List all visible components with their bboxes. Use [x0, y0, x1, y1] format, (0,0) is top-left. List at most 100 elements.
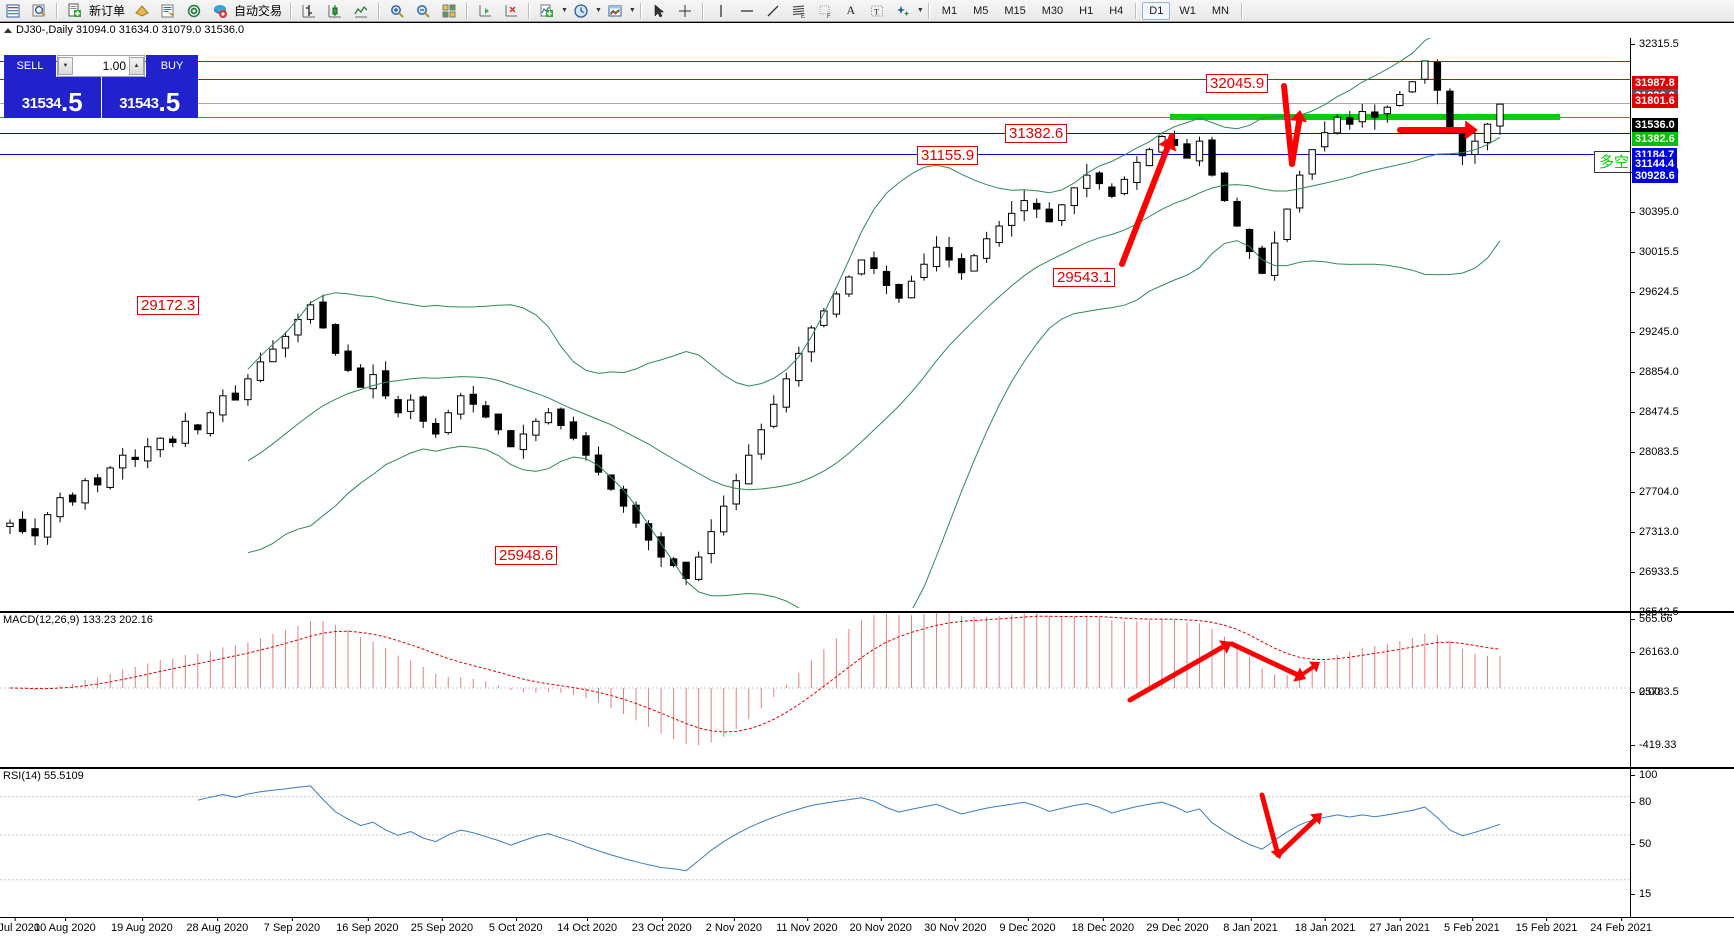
terminal-icon[interactable] — [1, 0, 25, 22]
collapse-triangle-icon[interactable] — [4, 27, 12, 33]
templates-dropdown[interactable]: ▼ ▼ — [594, 0, 636, 22]
tile-windows-icon[interactable] — [437, 0, 461, 22]
line-chart-icon[interactable] — [349, 0, 373, 22]
support-line-30928[interactable] — [0, 154, 1630, 155]
timeframe-m15[interactable]: M15 — [1004, 4, 1026, 17]
timeframe-mn[interactable]: MN — [1211, 4, 1229, 17]
text-label-icon[interactable]: T — [865, 0, 889, 22]
candlestick-chart-icon[interactable] — [323, 0, 347, 22]
timeframe-h4[interactable]: H4 — [1109, 4, 1124, 17]
chevron-down-icon-2[interactable]: ▼ — [594, 7, 602, 14]
horizontal-line-icon[interactable] — [735, 0, 759, 22]
zoom-in-icon[interactable] — [385, 0, 409, 22]
annotation-25948[interactable]: 25948.6 — [495, 546, 558, 565]
price-tag[interactable]: 31144.4 — [1632, 157, 1678, 171]
price-tag[interactable]: 31382.6 — [1632, 132, 1678, 146]
candlestick — [444, 409, 452, 435]
price-tag[interactable]: 31987.8 — [1632, 76, 1678, 90]
null[interactable] — [1127, 641, 1231, 703]
timeframe-m30[interactable]: M30 — [1041, 4, 1064, 17]
chevron-down-icon[interactable]: ▼ — [561, 7, 568, 14]
crosshair-icon[interactable] — [673, 0, 697, 22]
volume-value[interactable]: 1.00 — [102, 59, 126, 73]
resistance-line-31801[interactable] — [0, 79, 1630, 80]
indicators-icon[interactable] — [535, 0, 559, 22]
annotation-31155[interactable]: 31155.9 — [917, 146, 979, 165]
trend-arrow-head-right[interactable] — [1465, 120, 1478, 140]
period-icon[interactable] — [569, 0, 593, 22]
undefined[interactable] — [1119, 133, 1175, 267]
sell-button[interactable]: SELL — [4, 55, 56, 77]
macd-arrow-head-up[interactable] — [1219, 640, 1232, 654]
volume-stepper[interactable]: ▼ 1.00 ▲ — [57, 55, 145, 77]
green-thick-level[interactable] — [1170, 114, 1560, 120]
rsi-plot-area[interactable] — [0, 769, 1630, 919]
metaeditor-icon[interactable] — [156, 0, 180, 22]
price-tag[interactable]: 30928.6 — [1632, 169, 1678, 183]
autotrading-button[interactable]: 自动交易 — [207, 0, 286, 22]
volume-decrease-button[interactable]: ▼ — [58, 57, 73, 75]
fibo-fan-icon[interactable]: F — [813, 0, 837, 22]
buy-button[interactable]: BUY — [146, 55, 198, 77]
data-window-icon[interactable] — [27, 0, 51, 22]
time-tick: 14 Oct 2020 — [557, 917, 618, 934]
rsi-arrow-head-up[interactable] — [1310, 813, 1322, 825]
indicators-dropdown[interactable]: ▼ — [534, 0, 568, 22]
time-tick: 2 Nov 2020 — [705, 917, 763, 934]
bar-chart-icon[interactable] — [297, 0, 321, 22]
annotation-31382[interactable]: 31382.6 — [1005, 124, 1068, 143]
expert-advisor-icon[interactable] — [130, 0, 154, 22]
price-tick: 32315.5 — [1631, 38, 1679, 50]
buy-price-box[interactable]: 31543.5 — [100, 77, 198, 118]
price-tag[interactable]: 31536.0 — [1632, 118, 1678, 132]
annotation-29172[interactable]: 29172.3 — [137, 296, 200, 315]
chart-shift-icon[interactable] — [473, 0, 497, 22]
annotation-32045[interactable]: 32045.9 — [1206, 74, 1269, 93]
candlestick — [469, 385, 477, 413]
bull-bear-turning-point-label[interactable]: 多空转折点 — [1594, 151, 1630, 173]
candlestick — [494, 413, 503, 435]
candlestick — [181, 412, 189, 448]
zoom-out-icon[interactable] — [411, 0, 435, 22]
autotrading-icon[interactable] — [208, 0, 232, 22]
text-icon[interactable]: A — [846, 3, 856, 17]
null[interactable] — [1275, 814, 1321, 858]
signals-icon[interactable] — [182, 0, 206, 22]
auto-scroll-icon[interactable] — [499, 0, 523, 22]
macd-plot-area[interactable] — [0, 613, 1630, 753]
shapes-icon[interactable] — [891, 0, 915, 22]
timeframe-d1[interactable]: D1 — [1142, 1, 1171, 20]
price-scale[interactable]: 32315.530786.030395.030015.529624.529245… — [1630, 38, 1734, 942]
null[interactable] — [1298, 663, 1318, 678]
null[interactable] — [1229, 641, 1303, 679]
null[interactable] — [1259, 792, 1281, 858]
timeframe-m1[interactable]: M1 — [941, 4, 958, 17]
fibonacci-icon[interactable]: E — [787, 0, 811, 22]
trendline-icon[interactable] — [761, 0, 785, 22]
cursor-icon[interactable] — [647, 0, 671, 22]
shapes-dropdown[interactable]: ▼ — [890, 0, 924, 22]
price-tag[interactable]: 31801.6 — [1632, 94, 1678, 108]
timeframe-m5[interactable]: M5 — [973, 4, 989, 17]
templates-icon[interactable] — [603, 0, 627, 22]
sell-price-box[interactable]: 31534.5 — [4, 77, 101, 118]
support-line-31184[interactable] — [0, 133, 1630, 134]
price-tick: 28854.0 — [1631, 366, 1679, 378]
volume-increase-button[interactable]: ▲ — [129, 57, 144, 75]
undefined[interactable] — [1281, 83, 1303, 167]
resistance-line-31987[interactable] — [0, 61, 1630, 62]
timeframe-h1[interactable]: H1 — [1079, 4, 1094, 17]
trend-arrow-head-up[interactable] — [1158, 136, 1177, 152]
new-order-icon[interactable] — [63, 0, 87, 22]
chevron-down-icon-4[interactable]: ▼ — [916, 7, 924, 14]
chevron-down-icon-3[interactable]: ▼ — [628, 7, 636, 14]
price-plot-area[interactable]: 32045.9 31382.6 31155.9 29543.1 29172.3 25948… — [0, 38, 1630, 608]
macd-arrow-head-down[interactable] — [1293, 667, 1306, 682]
macd-arrow-head-up2[interactable] — [1309, 661, 1320, 673]
annotation-29543[interactable]: 29543.1 — [1053, 268, 1116, 287]
timeframe-w1[interactable]: W1 — [1179, 4, 1196, 17]
vertical-line-icon[interactable] — [709, 0, 733, 22]
new-order-button[interactable]: 新订单 — [62, 0, 129, 22]
rsi-arrow-head-down[interactable] — [1270, 847, 1285, 859]
